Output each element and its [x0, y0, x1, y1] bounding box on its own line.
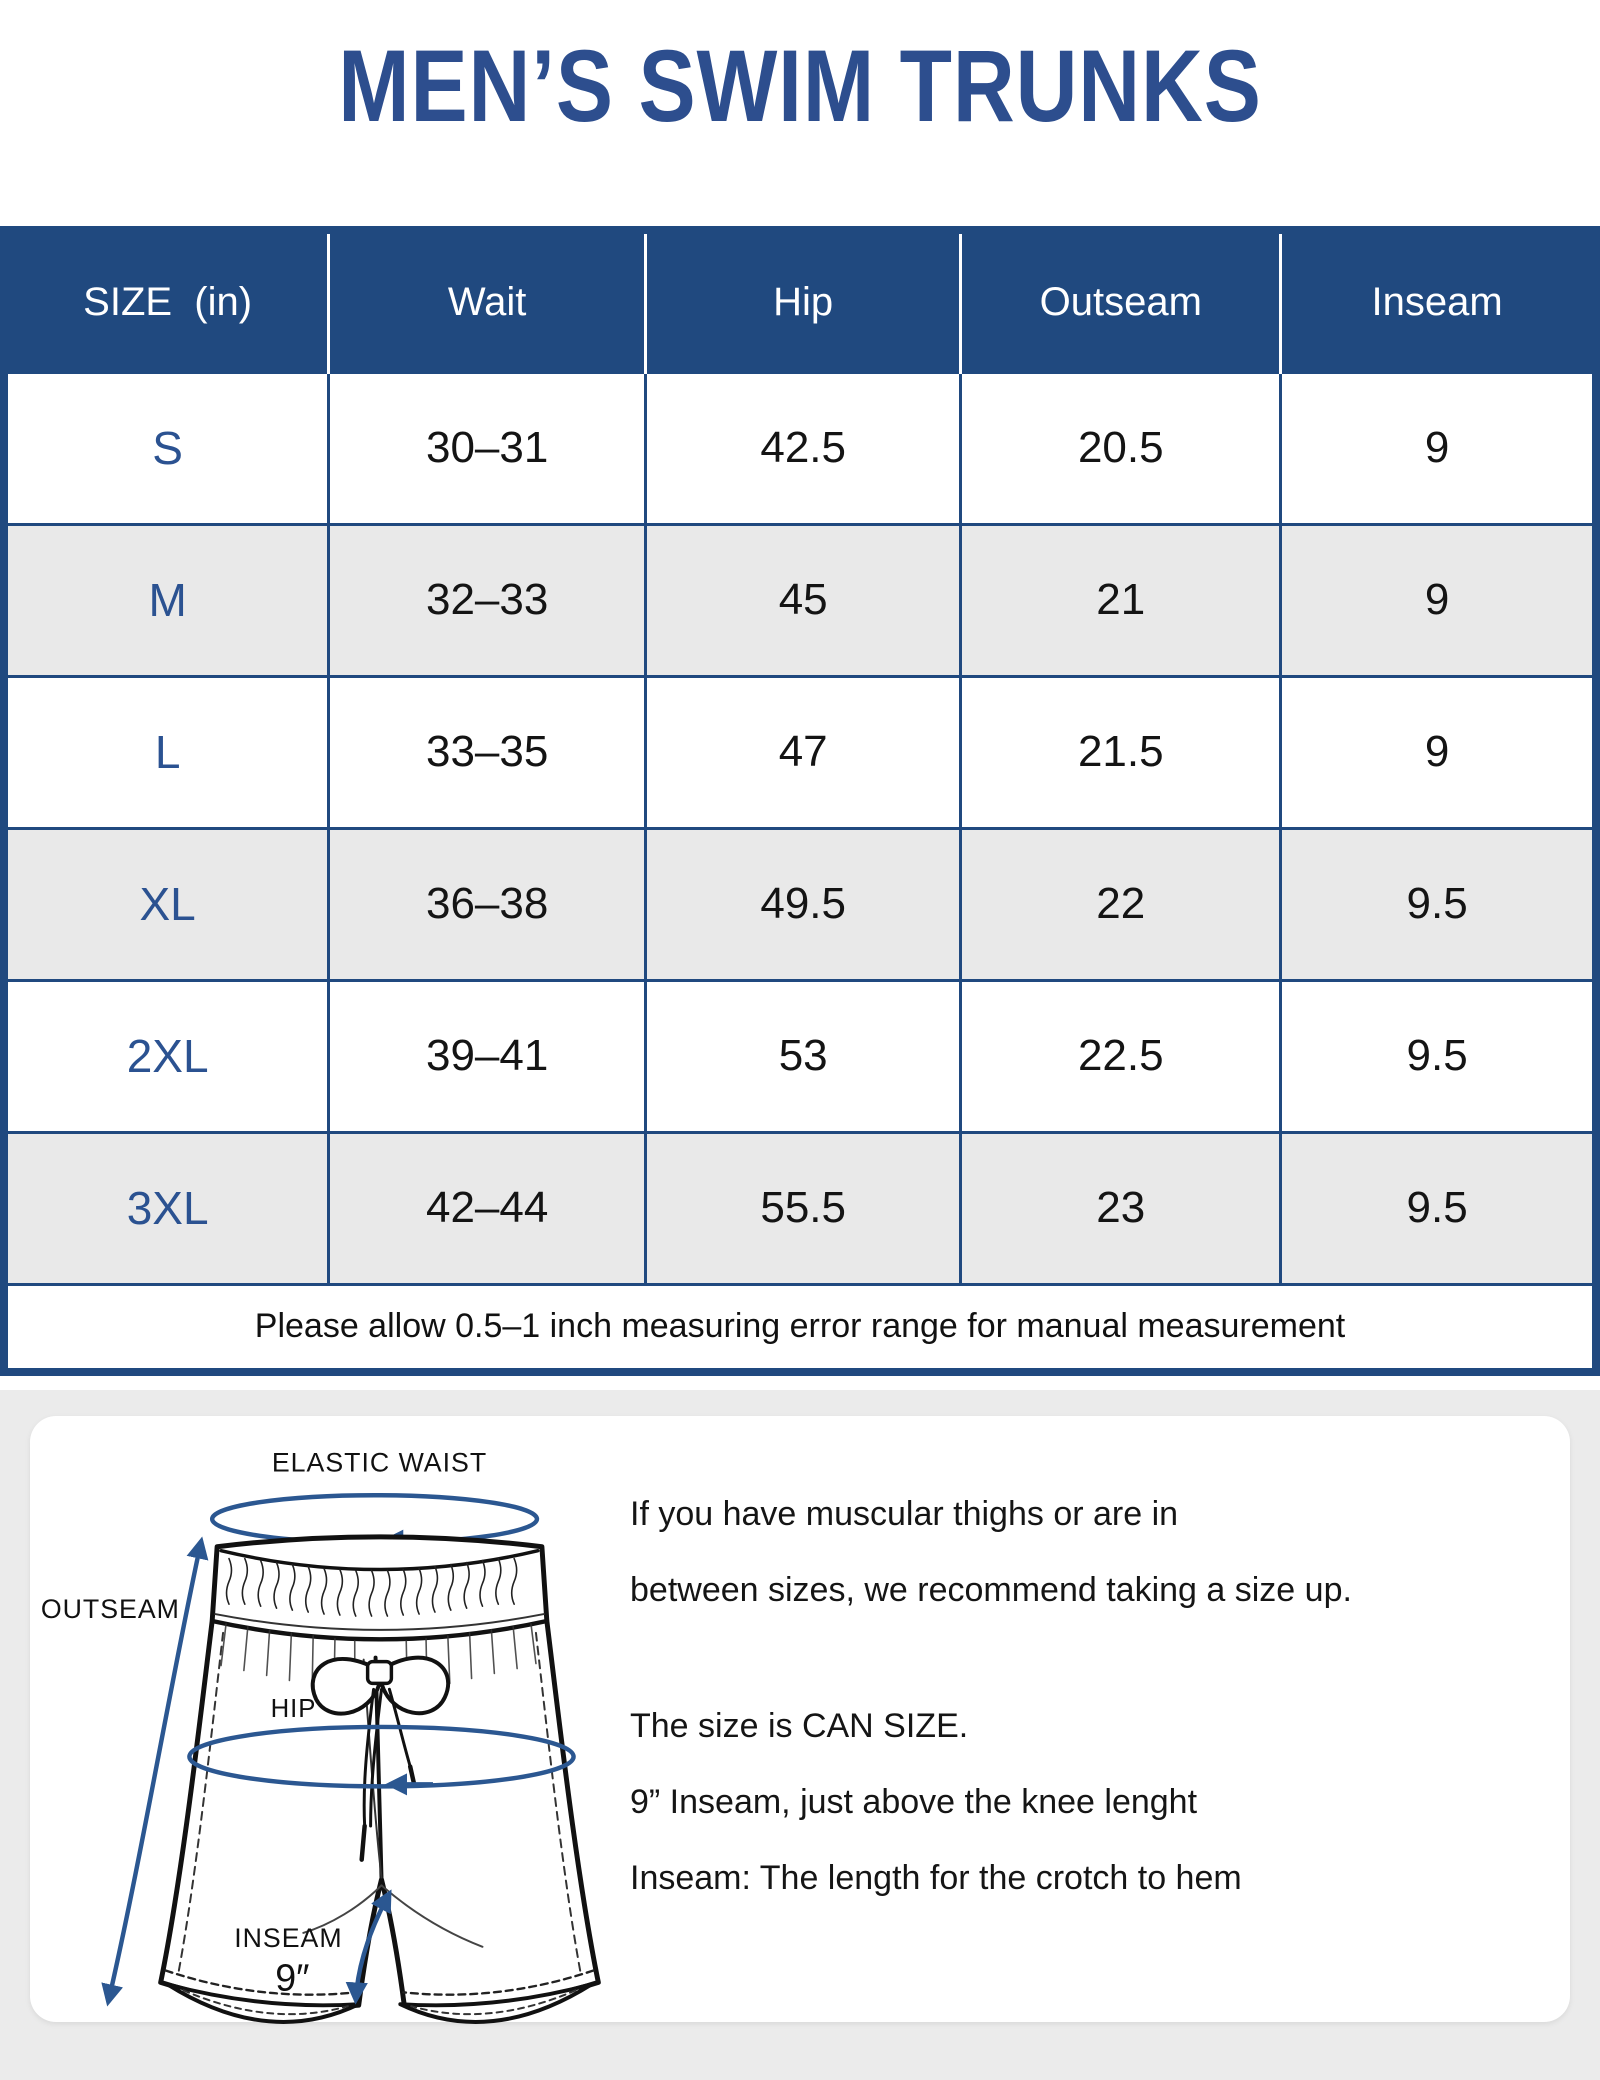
trunks-diagram: ELASTIC WAIST	[30, 1416, 630, 2024]
hip-value: 53	[644, 978, 963, 1134]
hip-label: HIP	[271, 1695, 317, 1723]
measuring-note: Please allow 0.5–1 inch measuring error …	[2, 1282, 1598, 1374]
info-card: ELASTIC WAIST	[30, 1416, 1570, 2024]
table-row-m: M 32–33 45 21 9	[2, 522, 1598, 678]
inseam-label: INSEAM	[234, 1923, 342, 1953]
advice-line-5: Inseam: The length for the crotch to hem	[630, 1859, 1242, 1897]
hip-value: 47	[644, 674, 963, 830]
header-cell-wait: Wait	[328, 230, 648, 372]
trunks-illustration: ELASTIC WAIST	[41, 1447, 601, 2024]
trunks-drawing	[158, 1534, 601, 2024]
inseam-value: 9	[1279, 370, 1598, 526]
outseam-value: 21.5	[959, 674, 1283, 830]
inseam-value: 9.5	[1279, 978, 1598, 1134]
size-label: S	[2, 370, 331, 526]
size-label: 3XL	[2, 1130, 331, 1286]
hip-value: 49.5	[644, 826, 963, 982]
inseam-value-label: 9″	[275, 1956, 309, 1998]
outseam-value: 21	[959, 522, 1283, 678]
hip-value: 45	[644, 522, 963, 678]
elastic-waist-label: ELASTIC WAIST	[272, 1447, 487, 1477]
outseam-arrow-icon	[101, 1536, 209, 2007]
size-chart-table: SIZE (in) Wait Hip Outseam Inseam S 30–3…	[0, 226, 1600, 1376]
inseam-value: 9.5	[1279, 826, 1598, 982]
size-label: L	[2, 674, 331, 830]
wait-value: 32–33	[327, 522, 648, 678]
wait-value: 39–41	[327, 978, 648, 1134]
outseam-value: 20.5	[959, 370, 1283, 526]
wait-value: 36–38	[327, 826, 648, 982]
inseam-value: 9	[1279, 522, 1598, 678]
table-row-s: S 30–31 42.5 20.5 9	[2, 370, 1598, 526]
outseam-value: 22	[959, 826, 1283, 982]
wait-value: 42–44	[327, 1130, 648, 1286]
header-cell-outseam: Outseam	[960, 230, 1283, 372]
header-cell-inseam: Inseam	[1280, 230, 1596, 372]
table-row-xl: XL 36–38 49.5 22 9.5	[2, 826, 1598, 982]
measurement-guide-section: ELASTIC WAIST	[0, 1390, 1600, 2080]
inseam-value: 9	[1279, 674, 1598, 830]
hip-value: 42.5	[644, 370, 963, 526]
header-cell-size: SIZE (in)	[4, 230, 331, 372]
table-row-2xl: 2XL 39–41 53 22.5 9.5	[2, 978, 1598, 1134]
fit-advice-text: If you have muscular thighs or are in be…	[630, 1416, 1570, 2022]
advice-line-1: If you have muscular thighs or are in	[630, 1495, 1179, 1533]
inseam-value: 9.5	[1279, 1130, 1598, 1286]
outseam-value: 23	[959, 1130, 1283, 1286]
size-label: XL	[2, 826, 331, 982]
outseam-label: OUTSEAM	[41, 1594, 180, 1624]
advice-line-2: between sizes, we recommend taking a siz…	[630, 1571, 1352, 1609]
size-label: 2XL	[2, 978, 331, 1134]
wait-value: 33–35	[327, 674, 648, 830]
outseam-value: 22.5	[959, 978, 1283, 1134]
table-header-row: SIZE (in) Wait Hip Outseam Inseam	[4, 230, 1596, 372]
wait-value: 30–31	[327, 370, 648, 526]
size-label: M	[2, 522, 331, 678]
hip-measure-ellipse	[187, 1724, 576, 1796]
header-cell-hip: Hip	[645, 230, 963, 372]
page-title: MEN’S SWIM TRUNKS	[338, 29, 1262, 143]
advice-line-4: 9” Inseam, just above the knee lenght	[630, 1783, 1198, 1821]
table-note-row: Please allow 0.5–1 inch measuring error …	[2, 1282, 1598, 1374]
hip-value: 55.5	[644, 1130, 963, 1286]
advice-line-3: The size is CAN SIZE.	[630, 1707, 969, 1745]
inseam-arrow-icon	[345, 1889, 392, 2005]
table-row-l: L 33–35 47 21.5 9	[2, 674, 1598, 830]
table-row-3xl: 3XL 42–44 55.5 23 9.5	[2, 1130, 1598, 1286]
